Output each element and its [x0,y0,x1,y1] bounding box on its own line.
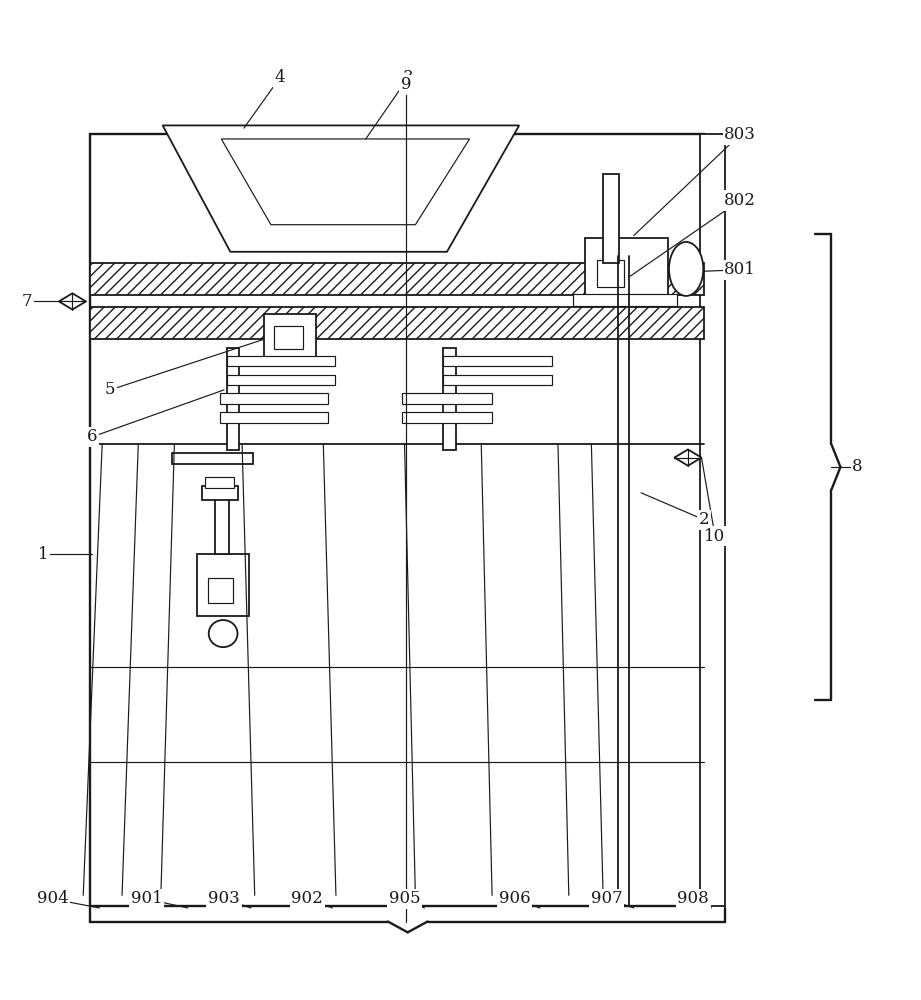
Bar [90,307,705,339]
Text: 908: 908 [678,890,709,907]
Text: 803: 803 [724,126,756,143]
Bar [215,480,228,554]
Bar [197,554,250,616]
Ellipse shape [209,620,238,647]
Bar [219,393,328,404]
Bar [205,477,234,488]
Bar [227,375,335,385]
Polygon shape [674,449,702,466]
Bar [603,174,619,263]
Bar [203,486,239,500]
Bar [402,393,492,404]
Text: 6: 6 [87,428,98,445]
Text: 901: 901 [131,890,162,907]
Bar [597,260,624,287]
Text: 903: 903 [208,890,239,907]
Bar [171,453,253,464]
Bar [263,314,316,357]
Bar [573,294,677,306]
Text: 906: 906 [499,890,530,907]
Bar [227,356,335,366]
Text: 9: 9 [401,76,412,93]
Text: 5: 5 [105,381,115,398]
Bar [585,238,668,300]
Bar [90,263,705,295]
Bar [443,375,552,385]
Ellipse shape [669,242,704,296]
Text: 907: 907 [591,890,623,907]
Polygon shape [59,293,86,310]
Text: 10: 10 [705,528,726,545]
Text: 8: 8 [852,458,863,475]
Polygon shape [221,139,470,225]
Text: 905: 905 [389,890,420,907]
Text: 802: 802 [724,192,756,209]
Text: 2: 2 [699,511,709,528]
Bar [219,412,328,423]
Bar [274,326,303,349]
Bar [402,412,492,423]
Text: 902: 902 [291,890,323,907]
Text: 801: 801 [724,261,756,278]
Text: 3: 3 [402,69,414,86]
Text: 904: 904 [37,890,68,907]
Text: 4: 4 [274,69,286,86]
Bar [443,348,456,450]
Polygon shape [163,125,519,252]
Bar [443,356,552,366]
Text: 7: 7 [22,293,32,310]
Bar [700,134,725,906]
Bar [208,578,233,603]
Bar [227,348,239,450]
Text: 1: 1 [38,546,49,563]
Bar [90,134,705,906]
